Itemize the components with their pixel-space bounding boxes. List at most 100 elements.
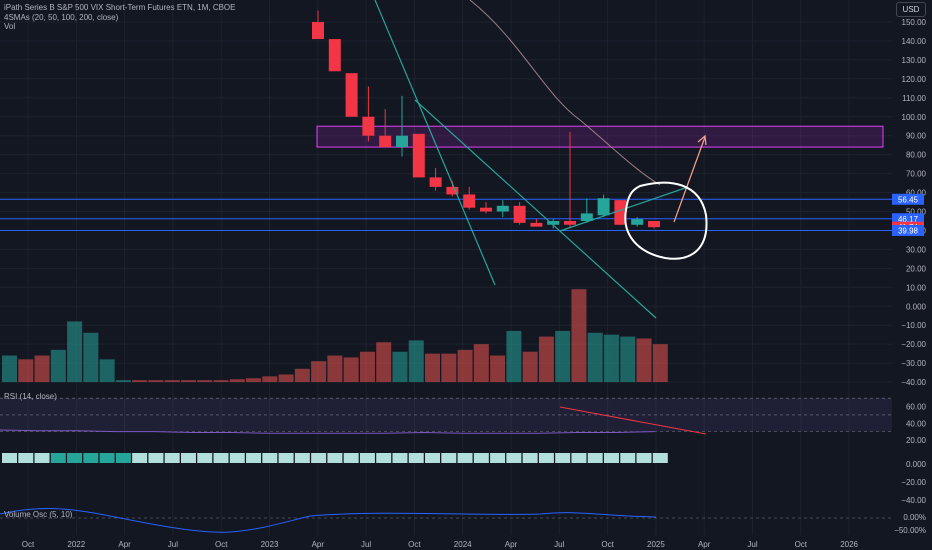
rsi-divergence-line bbox=[559, 406, 707, 435]
price-tag-label: 46.17 bbox=[898, 215, 919, 224]
signal-block bbox=[538, 453, 554, 463]
price-tag-label: 39.98 bbox=[898, 226, 919, 235]
time-label: Jul bbox=[168, 540, 178, 549]
volume-bar bbox=[327, 355, 343, 383]
signal-block bbox=[278, 453, 294, 463]
rsi-tick-label: 20.00 bbox=[906, 436, 927, 445]
horizontal-levels[interactable] bbox=[0, 198, 892, 231]
time-label: Jul bbox=[361, 540, 371, 549]
price-tag bbox=[892, 213, 924, 225]
rsi-legend[interactable]: RSI (14, close) bbox=[4, 392, 57, 401]
time-label: 2022 bbox=[67, 540, 85, 549]
signal-block bbox=[343, 453, 359, 463]
currency-button[interactable]: USD bbox=[896, 2, 926, 17]
signal-block bbox=[473, 453, 489, 463]
signal-block bbox=[2, 453, 17, 463]
volume-bar bbox=[246, 378, 262, 383]
hand-drawn-circle bbox=[624, 181, 708, 260]
signal-block bbox=[180, 453, 196, 463]
signal-block bbox=[636, 453, 652, 463]
signal-block bbox=[376, 453, 392, 463]
signal-block bbox=[132, 453, 148, 463]
signal-block bbox=[457, 453, 473, 463]
volume-bar bbox=[148, 380, 164, 383]
signal-block bbox=[587, 453, 603, 463]
candle-body bbox=[362, 116, 375, 136]
signal-block bbox=[620, 453, 636, 463]
trendline bbox=[414, 99, 657, 319]
signal-block bbox=[148, 453, 164, 463]
candle-body bbox=[412, 133, 425, 178]
signal-strip bbox=[2, 453, 668, 463]
volume-bar bbox=[620, 336, 636, 383]
volume-bar bbox=[555, 330, 571, 383]
signal-block bbox=[262, 453, 278, 463]
vosc-line bbox=[0, 508, 657, 533]
trendline bbox=[559, 186, 689, 232]
price-tick-label: 80.00 bbox=[906, 151, 927, 160]
volume-bar bbox=[262, 376, 278, 383]
rsi-tick-label: 60.00 bbox=[906, 403, 927, 412]
vosc-tick-label: −40.00 bbox=[901, 496, 926, 505]
signal-block bbox=[115, 453, 131, 463]
volume-bar bbox=[359, 351, 375, 383]
volume-bar bbox=[311, 361, 327, 383]
time-label: Apr bbox=[118, 540, 131, 549]
chart-title: iPath Series B S&P 500 VIX Short-Term Fu… bbox=[4, 3, 236, 12]
signal-block bbox=[213, 453, 229, 463]
projection-arrow bbox=[673, 136, 706, 223]
candle-body bbox=[328, 39, 341, 72]
price-axis: 150.00 140.00 130.00 120.00 110.00 100.00 90.0… bbox=[892, 0, 932, 550]
price-tick-label: 70.00 bbox=[906, 170, 927, 179]
volume-bar bbox=[197, 380, 213, 383]
signal-block bbox=[555, 453, 571, 463]
vosc-tick-label: −20.00 bbox=[901, 478, 926, 487]
signal-block bbox=[441, 453, 457, 463]
volume-osc-legend[interactable]: Volume Osc (5, 10) bbox=[4, 510, 73, 519]
volume-bar bbox=[132, 380, 148, 383]
price-tag bbox=[892, 224, 924, 236]
volume-bar bbox=[425, 353, 441, 383]
signal-block bbox=[603, 453, 619, 463]
candle-body bbox=[547, 220, 560, 225]
volume-bar bbox=[164, 380, 180, 383]
price-tick-label: 120.00 bbox=[902, 75, 927, 84]
rsi-line bbox=[0, 429, 655, 434]
price-tag bbox=[892, 193, 924, 205]
time-label: Oct bbox=[601, 540, 614, 549]
signal-block bbox=[246, 453, 262, 463]
price-tick-label: 150.00 bbox=[902, 18, 927, 27]
signal-block bbox=[522, 453, 538, 463]
signal-block bbox=[408, 453, 424, 463]
price-tick-label: −20.00 bbox=[901, 340, 926, 349]
candle-body bbox=[379, 135, 392, 148]
price-tick-label: −10.00 bbox=[901, 321, 926, 330]
trend-drawings[interactable] bbox=[374, 0, 708, 319]
time-label: 2026 bbox=[840, 540, 858, 549]
volume-bar bbox=[67, 321, 83, 383]
sma-line bbox=[469, 0, 661, 186]
sma-legend[interactable]: 4SMAs (20, 50, 100, 200, close) bbox=[4, 13, 119, 22]
volume-bar bbox=[180, 380, 196, 383]
signal-block bbox=[652, 453, 668, 463]
price-tick-label: 0.000 bbox=[906, 302, 927, 311]
candle-body bbox=[396, 135, 408, 148]
signal-block bbox=[197, 453, 213, 463]
volume-bar bbox=[2, 355, 17, 383]
price-tick-label: 130.00 bbox=[902, 56, 927, 65]
signal-block bbox=[99, 453, 115, 463]
time-axis: Oct 2022 Apr Jul Oct 2023 Apr Jul Oct 2024 Apr Jul O… bbox=[22, 540, 859, 549]
volume-bar bbox=[506, 330, 522, 383]
signal-block bbox=[506, 453, 522, 463]
time-label: Oct bbox=[22, 540, 35, 549]
volume-bar bbox=[587, 332, 603, 383]
volume-bar bbox=[473, 344, 489, 383]
signal-block bbox=[34, 453, 50, 463]
volume-legend[interactable]: Vol bbox=[4, 22, 16, 31]
time-label: Jul bbox=[747, 540, 757, 549]
signal-block bbox=[392, 453, 408, 463]
candle-body bbox=[429, 177, 442, 187]
volume-bar bbox=[376, 342, 392, 383]
signal-block bbox=[571, 453, 587, 463]
